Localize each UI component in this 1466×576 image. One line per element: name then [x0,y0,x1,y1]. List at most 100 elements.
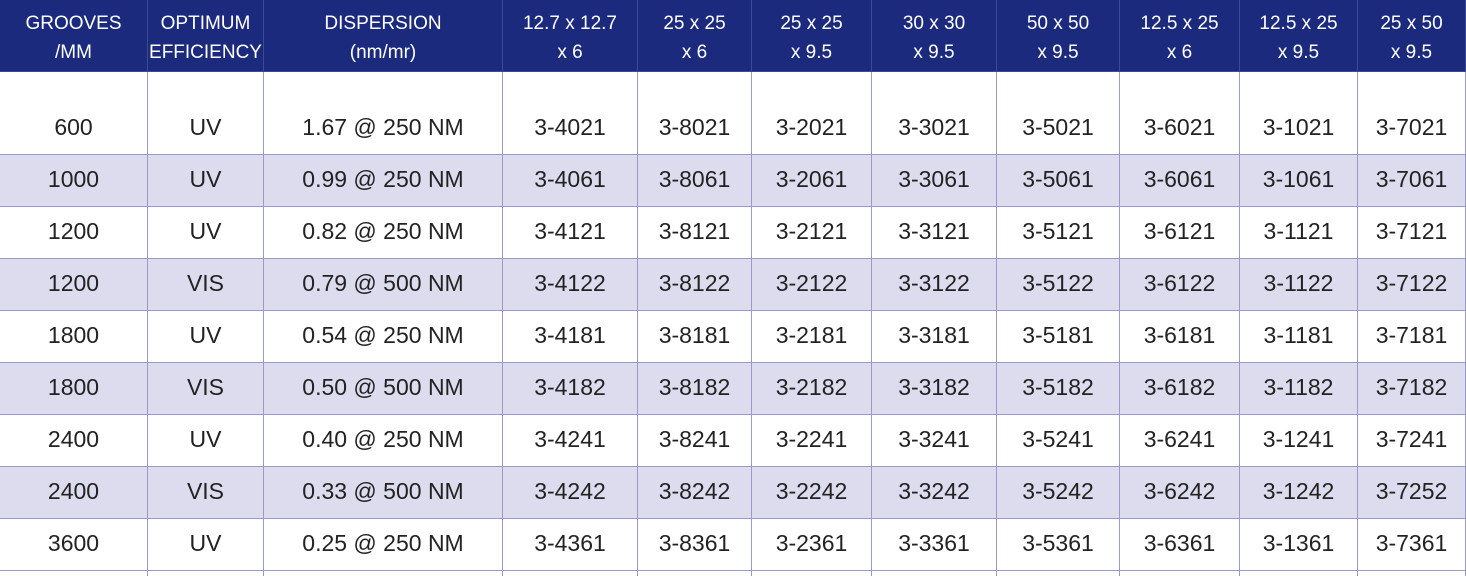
data-cell: 3-7122 [1358,259,1466,311]
cell-text: 3-1122 [1263,270,1334,296]
cell-text: 3-7252 [1375,478,1448,504]
cell-text: 3-6241 [1143,426,1216,452]
cell-text: 3-6242 [1143,478,1216,504]
cell-text: 0.79 @ 500 NM [302,270,464,296]
cell-text: UV [189,426,222,452]
data-cell: 0.99 @ 250 NM [264,155,503,207]
cell-text: 30 x 30 [902,13,966,34]
cell-text: 3-5242 [1022,478,1094,504]
cell-text: 600 [54,114,93,140]
cell-text: 3-7121 [1375,218,1448,244]
data-cell: 3-4061 [503,155,638,207]
data-cell: 1.67 @ 250 NM [264,72,503,155]
cell-text: EFFICIENCY [149,42,262,63]
data-cell: 3-4021 [503,72,638,155]
data-cell: 3-4182 [503,363,638,415]
data-cell: 1800 [0,363,148,415]
data-cell: 600 [0,72,148,155]
data-cell: 3-8242 [638,467,752,519]
cell-text: 3-2182 [775,374,848,400]
cell-text: 3-7241 [1375,426,1448,452]
cell-text: 3-6122 [1143,270,1216,296]
data-cell: 3-3122 [872,259,997,311]
cell-text: /MM [55,42,92,63]
cell-text: 3-1242 [1262,478,1335,504]
data-cell: 3-1241 [1240,415,1358,467]
data-cell: VIS [148,467,264,519]
data-cell: 3-2241 [752,415,872,467]
data-cell: 3-8021 [638,72,752,155]
tail-cell [1120,571,1240,576]
data-cell: 3-7061 [1358,155,1466,207]
data-cell: 0.54 @ 250 NM [264,311,503,363]
data-cell: 3-4121 [503,207,638,259]
cell-text: 3-5181 [1022,322,1094,348]
cell-text: 3-5241 [1022,426,1094,452]
data-cell: 3-5021 [997,72,1120,155]
cell-text: 3-2361 [775,530,848,556]
cell-text: 2400 [47,478,100,504]
cell-text: 3-8021 [658,114,731,140]
cell-text: 3-3182 [898,374,970,400]
cell-text: 1800 [47,374,100,400]
data-cell: 3-2242 [752,467,872,519]
tail-cell [752,571,872,576]
cell-text: 3-7122 [1375,270,1448,296]
cell-text: 3-8061 [658,166,731,192]
cell-text: UV [189,166,222,192]
cell-text: 1.67 @ 250 NM [302,114,464,140]
cell-text: 3-6021 [1143,114,1216,140]
cell-text: 3-8242 [658,478,731,504]
cell-text: 3-4181 [534,322,606,348]
tail-cell [1358,571,1466,576]
cell-text: 12.7 x 12.7 [522,13,618,34]
data-cell: 3-7021 [1358,72,1466,155]
data-cell: 0.33 @ 500 NM [264,467,503,519]
header-cell: 12.7 x 12.7 x 6 [503,0,638,72]
header-cell: 25 x 25 x 6 [638,0,752,72]
cell-text: x 9.5 [1277,42,1320,63]
cell-text: 50 x 50 [1026,13,1090,34]
cell-text: 1800 [47,322,100,348]
cell-text: 3-8122 [658,270,731,296]
data-cell: 3-6241 [1120,415,1240,467]
data-cell: 0.50 @ 500 NM [264,363,503,415]
cell-text: 3-2241 [775,426,848,452]
cell-text: UV [189,218,222,244]
data-cell: UV [148,415,264,467]
cell-text: DISPERSION [324,13,442,34]
data-cell: UV [148,311,264,363]
cell-text: 0.82 @ 250 NM [302,218,464,244]
cell-text: 3-8121 [658,218,731,244]
cell-text: 3-2121 [775,218,848,244]
tail-cell [638,571,752,576]
cell-text: 3-3241 [898,426,970,452]
header-cell: OPTIMUM EFFICIENCY [148,0,264,72]
cell-text: UV [189,530,222,556]
cell-text: x 6 [557,42,583,63]
cell-text: 3-6061 [1143,166,1216,192]
cell-text: 3-6121 [1143,218,1216,244]
data-cell: 3-8361 [638,519,752,571]
data-cell: 2400 [0,467,148,519]
data-cell: 3-5122 [997,259,1120,311]
data-cell: 1000 [0,155,148,207]
header-cell: GROOVES/MM [0,0,148,72]
cell-text: x 9.5 [1390,42,1433,63]
data-cell: 3-6021 [1120,72,1240,155]
cell-text: 3-7061 [1375,166,1448,192]
data-cell: 1200 [0,207,148,259]
cell-text: UV [189,322,222,348]
header-cell: 25 x 25 x 9.5 [752,0,872,72]
cell-text: 3-2021 [775,114,848,140]
data-cell: 3-3182 [872,363,997,415]
tail-cell [872,571,997,576]
data-cell: 3-5121 [997,207,1120,259]
data-cell: 3600 [0,519,148,571]
tail-cell [264,571,503,576]
data-cell: UV [148,207,264,259]
cell-text: VIS [186,478,225,504]
data-cell: 3-4122 [503,259,638,311]
cell-text: 0.99 @ 250 NM [302,166,464,192]
cell-text: 3-5361 [1022,530,1094,556]
